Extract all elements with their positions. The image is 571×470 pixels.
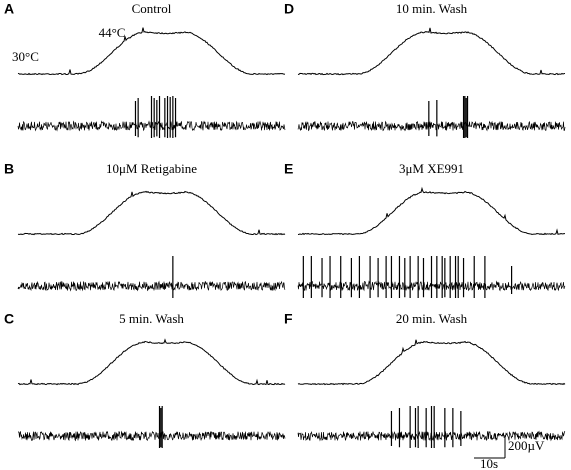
spike-events: [428, 96, 469, 138]
panel-title: Control: [132, 1, 172, 16]
temperature-trace: [17, 27, 286, 76]
panel-title: 20 min. Wash: [396, 311, 468, 326]
temperature-trace: [17, 190, 286, 236]
spike-events: [134, 96, 177, 138]
panel-title: 10 min. Wash: [396, 1, 468, 16]
scale-bar-time: 10s: [480, 456, 498, 470]
panel-title: 10μM Retigabine: [106, 161, 197, 176]
temperature-trace: [297, 186, 565, 236]
temperature-trace: [297, 27, 566, 76]
panel-letter: B: [4, 161, 14, 177]
panel-letter: E: [284, 161, 293, 177]
spike-events: [302, 256, 513, 298]
scale-bar-voltage: 200µV: [508, 438, 545, 453]
panel-letter: A: [4, 1, 14, 17]
spike-events: [390, 406, 462, 448]
panel-letter: C: [4, 311, 14, 327]
base-temp-label: 30°C: [12, 49, 39, 64]
recording-trace: [17, 280, 286, 292]
temperature-trace: [17, 338, 286, 386]
panel-title: 3μM XE991: [399, 161, 464, 176]
panel-letter: D: [284, 1, 294, 17]
panel-title: 5 min. Wash: [119, 311, 184, 326]
peak-temp-label: 44°C: [99, 25, 126, 40]
panel-letter: F: [284, 311, 293, 327]
recording-trace: [18, 430, 286, 442]
recording-trace: [297, 120, 566, 132]
spike-events: [158, 406, 163, 448]
temperature-trace: [297, 339, 566, 386]
